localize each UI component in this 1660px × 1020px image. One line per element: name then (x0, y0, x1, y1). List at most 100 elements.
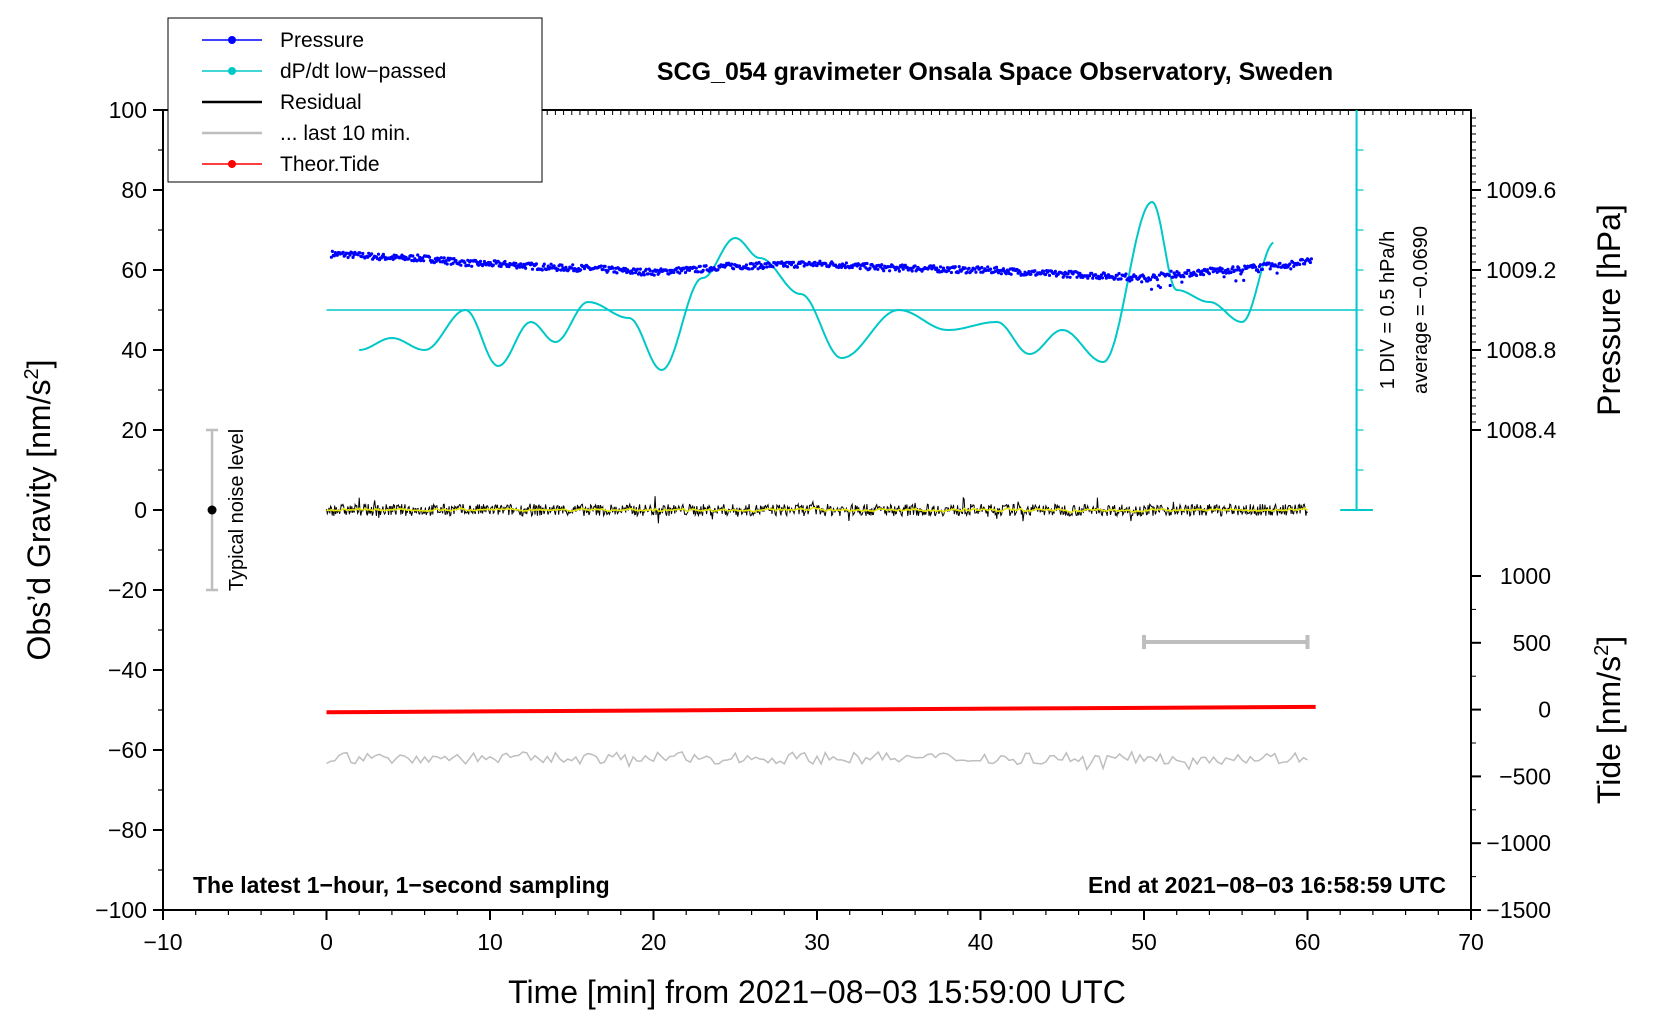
pressure-point (351, 255, 355, 259)
pressure-point (350, 251, 354, 255)
pressure-point (631, 271, 635, 275)
pressure-point (346, 255, 350, 260)
pressure-point (1309, 257, 1313, 261)
pressure-point (901, 267, 905, 271)
pressure-point (999, 272, 1004, 276)
pressure-point (652, 273, 656, 277)
pressure-point (1289, 267, 1293, 271)
pressure-point (775, 263, 779, 267)
pressure-point (732, 267, 736, 271)
pressure-point (858, 267, 862, 271)
pressure-point (683, 270, 688, 275)
legend: Pressure dP/dt low−passed Residual ... last… (167, 17, 543, 183)
pressure-point (549, 262, 553, 266)
tide-axis-ticks: 1000 500 0 −500 −1000 −1500 (1471, 563, 1551, 923)
pressure-point (1148, 278, 1153, 282)
pressure-point (411, 254, 415, 258)
y-tick-label: 60 (121, 257, 147, 283)
pressure-point (579, 268, 583, 272)
pressure-point (467, 263, 471, 267)
pressure-point (1149, 287, 1154, 291)
x-tick-label: 40 (968, 929, 994, 955)
tide-tick-label: −1000 (1486, 830, 1551, 856)
y-axis-label: Obs’d Gravity [nm/s2] (21, 360, 57, 661)
tide-tick-label: −1500 (1486, 897, 1551, 923)
pressure-point (994, 265, 999, 269)
pressure-point (1243, 264, 1247, 268)
pressure-point (561, 266, 565, 270)
pressure-point (824, 262, 828, 266)
pressure-point (980, 265, 984, 270)
pressure-point (1099, 273, 1104, 277)
pressure-point (376, 252, 381, 256)
pressure-point (1268, 267, 1272, 271)
pressure-point (762, 265, 766, 270)
bottom-right-note: End at 2021−08−03 16:58:59 UTC (1088, 872, 1446, 898)
pressure-point (939, 265, 943, 269)
pressure-point (903, 263, 907, 267)
pressure-point (1275, 271, 1279, 275)
pressure-point (556, 267, 560, 272)
pressure-point (416, 253, 420, 257)
pressure-point (491, 263, 495, 267)
pressure-point (571, 263, 575, 267)
pressure-point (1029, 272, 1033, 276)
pressure-point (451, 261, 455, 265)
tide-axis-label-main: Tide [nm/s (1591, 656, 1627, 804)
x-tick-label: 30 (804, 929, 830, 955)
x-tick-label: 20 (641, 929, 667, 955)
pressure-point (1088, 274, 1092, 278)
pressure-point (381, 252, 385, 256)
pressure-point (657, 271, 661, 275)
pressure-point (1157, 273, 1161, 277)
pressure-axis-ticks: 1009.6 1009.2 1008.8 1008.4 (1471, 117, 1557, 443)
x-tick-label: 10 (477, 929, 503, 955)
pressure-point (757, 260, 761, 265)
pressure-point (524, 266, 528, 270)
pressure-point (865, 261, 869, 266)
pressure-point (753, 264, 757, 268)
pressure-point (888, 269, 892, 273)
dpdt-line (359, 200, 1274, 372)
legend-label: dP/dt low−passed (280, 60, 446, 83)
y-tick-label: −20 (108, 577, 147, 603)
y-tick-label: −40 (108, 657, 147, 683)
pressure-point (1090, 271, 1094, 275)
pressure-point (1301, 258, 1305, 262)
y-tick-label: 0 (134, 497, 147, 523)
pressure-point (552, 264, 556, 268)
pressure-point (1221, 271, 1225, 275)
pressure-point (503, 259, 507, 264)
pressure-tick-label: 1008.4 (1486, 417, 1557, 443)
pressure-point (897, 269, 902, 273)
pressure-point (1288, 262, 1292, 266)
pressure-point (1065, 275, 1069, 279)
tide-tick-label: −500 (1499, 763, 1551, 789)
pressure-point (615, 271, 619, 275)
pressure-point (1124, 272, 1128, 276)
pressure-point (1276, 265, 1280, 269)
pressure-point (882, 269, 886, 273)
pressure-point (463, 261, 467, 265)
pressure-point (644, 267, 648, 271)
pressure-point (560, 263, 564, 267)
pressure-point (1171, 275, 1175, 279)
pressure-point (439, 256, 443, 260)
pressure-point (1018, 270, 1022, 274)
pressure-point (747, 267, 751, 271)
pressure-point (1053, 269, 1057, 273)
pressure-point (606, 269, 610, 273)
pressure-point (421, 256, 425, 260)
pressure-point (850, 265, 854, 270)
legend-label: Residual (280, 91, 362, 114)
pressure-point (1201, 273, 1206, 277)
pressure-point (1182, 275, 1186, 279)
x-tick-label: 50 (1131, 929, 1157, 955)
x-axis-ticks: −10 0 10 20 30 40 50 60 70 (143, 110, 1484, 955)
pressure-point (767, 261, 771, 265)
pressure-point (335, 253, 339, 257)
pressure-point (1180, 280, 1184, 284)
pressure-point (876, 267, 880, 271)
pressure-point (1091, 276, 1095, 280)
pressure-point (1004, 272, 1008, 276)
